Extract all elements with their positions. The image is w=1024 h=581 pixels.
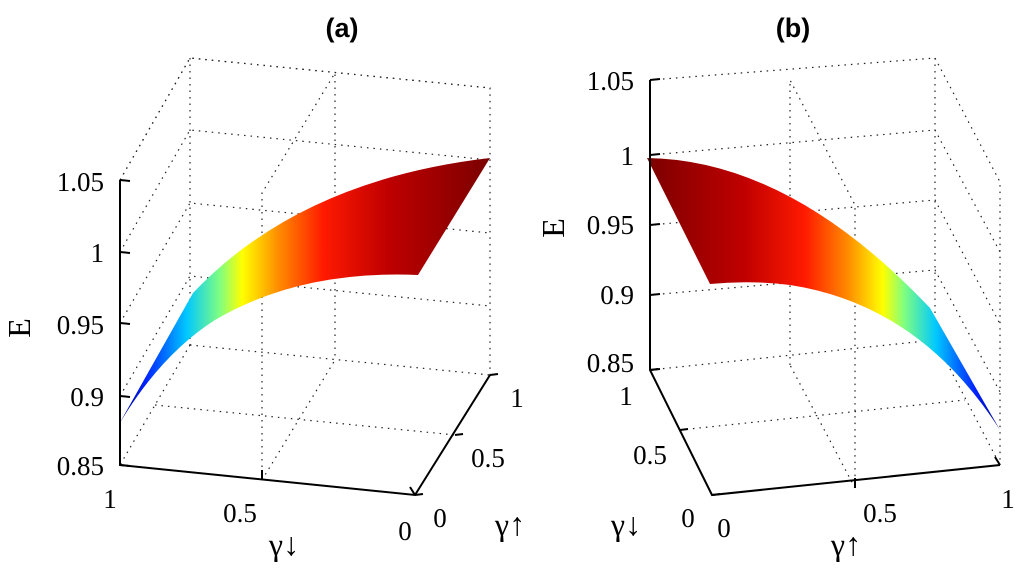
panel-b-y-tick: 0 <box>681 503 695 533</box>
panel-b-z-tick: 0.9 <box>600 280 634 310</box>
panel-b-x-tick: 0 <box>717 513 731 543</box>
panel-b-z-tick: 1 <box>621 141 635 171</box>
panel-a-grid <box>119 57 491 481</box>
panel-b-z-tick: 0.95 <box>587 210 634 240</box>
panel-a-z-tick: 0.9 <box>70 382 104 412</box>
panel-b-grid <box>649 57 1001 489</box>
panel-a-title: (a) <box>326 13 359 43</box>
panel-a-x-tick: 1 <box>103 484 117 514</box>
panel-b-y-label: γ↓ <box>610 506 641 542</box>
panel-a-z-label: E <box>1 318 37 338</box>
panel-a-x-label: γ↓ <box>268 526 299 562</box>
panel-b-x-label: γ↑ <box>830 526 861 562</box>
panel-b-z-label: E <box>535 218 571 238</box>
panel-b-surface <box>647 158 1000 430</box>
panel-a-surface <box>118 158 490 426</box>
panel-a-z-tick: 0.95 <box>57 310 104 340</box>
panel-a-z-tick: 0.85 <box>57 451 104 481</box>
panel-a-x-tick: 0.5 <box>223 498 257 528</box>
panel-b-x-tick: 0.5 <box>863 498 897 528</box>
panel-a-x-tick: 0 <box>398 516 412 546</box>
panel-b: (b) 1.05 1 0.95 0.9 0.85 0 0.5 1 0 <box>535 13 1015 562</box>
panel-a-y-label: γ↑ <box>494 506 525 542</box>
panel-b-y-tick: 0.5 <box>633 440 667 470</box>
panel-a-axes <box>119 179 499 497</box>
panel-a-y-tick: 0.5 <box>471 443 505 473</box>
panel-a-z-tick: 1.05 <box>57 167 104 197</box>
panel-a: (a) 1.05 1 0.95 0.9 0.85 1 <box>1 13 525 562</box>
panel-b-z-tick: 1.05 <box>587 66 634 96</box>
panel-b-axes <box>649 78 1001 497</box>
panel-b-y-tick: 1 <box>619 381 633 411</box>
panel-a-y-tick: 0 <box>433 503 447 533</box>
panel-a-y-tick: 1 <box>510 383 524 413</box>
panel-a-z-tick: 1 <box>91 238 105 268</box>
panel-b-title: (b) <box>776 13 810 43</box>
panel-b-x-tick: 1 <box>1001 484 1015 514</box>
panel-b-z-tick: 0.85 <box>587 348 634 378</box>
